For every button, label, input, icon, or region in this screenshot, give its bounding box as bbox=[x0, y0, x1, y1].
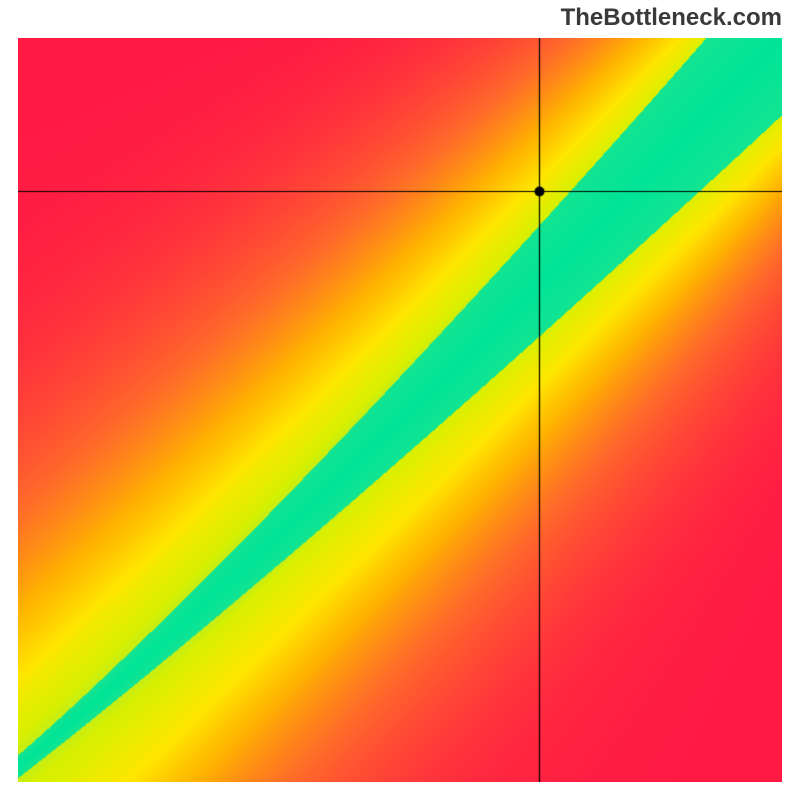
watermark-label: TheBottleneck.com bbox=[561, 4, 782, 32]
plot-area bbox=[18, 38, 782, 782]
bottleneck-heatmap bbox=[18, 38, 782, 782]
chart-container: TheBottleneck.com bbox=[0, 0, 800, 800]
